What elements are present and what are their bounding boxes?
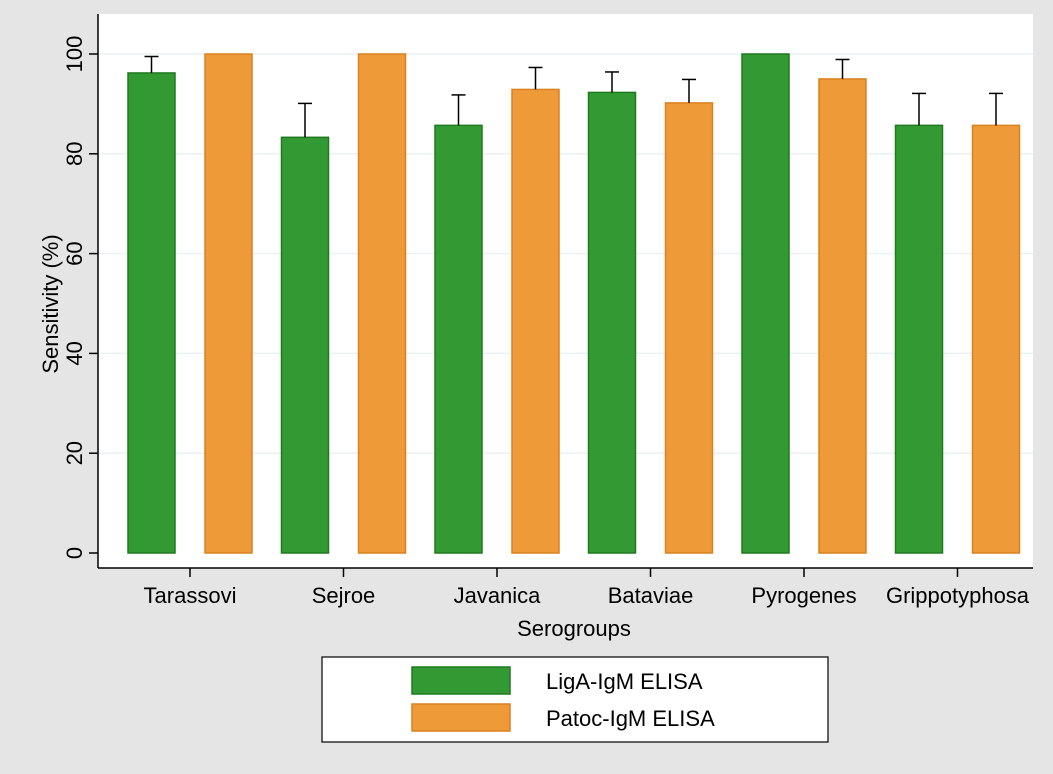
y-axis-ticks: 0 20 40 60 80 100: [62, 36, 98, 559]
legend-swatch-patoc: [411, 703, 511, 732]
legend-label-liga: LigA-IgM ELISA: [546, 669, 703, 694]
x-tick-label-sejroe: Sejroe: [312, 583, 376, 608]
x-tick-label-tarassovi: Tarassovi: [144, 583, 237, 608]
bar-patoc-grippotyphosa: [971, 124, 1021, 554]
legend-box: [321, 656, 829, 743]
axes: [97, 14, 1033, 569]
bar-liga-tarassovi: [127, 72, 176, 554]
bar-patoc-bataviae: [664, 102, 714, 554]
bar-liga-bataviae: [587, 91, 637, 554]
gridlines: [98, 53, 1033, 454]
y-tick-label: 40: [62, 341, 87, 365]
x-tick-label-javanica: Javanica: [454, 583, 542, 608]
x-axis-ticks: Tarassovi Sejroe Javanica Bataviae Pyrogenes…: [144, 568, 1030, 608]
bar-patoc-javanica: [511, 88, 560, 554]
x-tick-label-pyrogenes: Pyrogenes: [751, 583, 856, 608]
bars: [127, 53, 1021, 554]
bar-liga-javanica: [434, 124, 483, 554]
legend-label-patoc: Patoc-IgM ELISA: [546, 706, 715, 731]
y-tick-label: 100: [62, 36, 87, 73]
bar-liga-pyrogenes: [741, 53, 790, 554]
y-tick-label: 0: [62, 547, 87, 559]
bar-liga-sejroe: [280, 136, 330, 554]
bar-patoc-tarassovi: [204, 53, 253, 554]
bar-patoc-pyrogenes: [818, 78, 867, 554]
y-tick-label: 60: [62, 241, 87, 265]
error-bars: [144, 55, 1003, 138]
legend: LigA-IgM ELISA Patoc-IgM ELISA: [321, 656, 829, 743]
legend-swatch-liga: [411, 666, 511, 695]
plot-area: [98, 14, 1033, 568]
x-axis-title: Serogroups: [517, 616, 631, 641]
y-tick-label: 20: [62, 441, 87, 465]
x-tick-label-grippotyphosa: Grippotyphosa: [886, 583, 1030, 608]
x-tick-label-bataviae: Bataviae: [608, 583, 694, 608]
bar-patoc-sejroe: [357, 53, 407, 554]
y-axis-title: Sensitivity (%): [38, 234, 63, 373]
bar-liga-grippotyphosa: [894, 124, 944, 554]
y-tick-label: 80: [62, 142, 87, 166]
